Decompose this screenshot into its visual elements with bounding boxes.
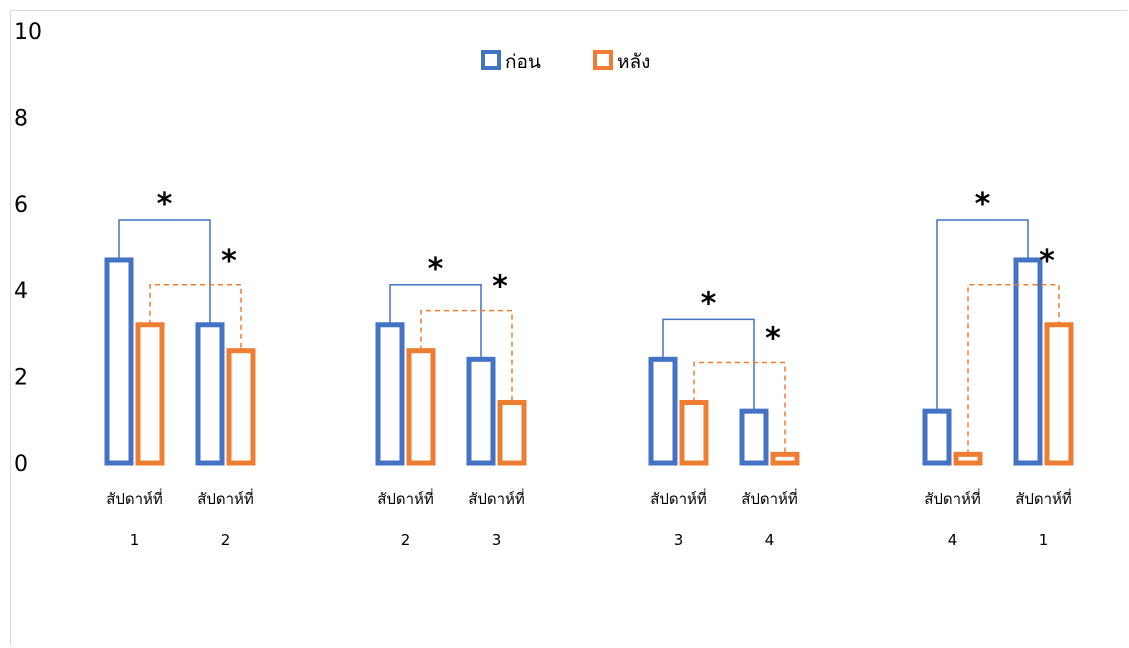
bar-after [679,400,709,466]
significance-star-before: * [975,187,991,222]
bar-before [1013,257,1043,466]
bar-after [1044,322,1074,466]
category-number: 1 [1039,531,1049,549]
bracket-after [420,309,513,403]
category-label: สัปดาห์ที่ [197,488,254,508]
y-tick-label: 4 [14,279,28,304]
legend-label-after: หลัง [617,51,650,73]
bracket-after [693,361,786,455]
bar-after [497,400,527,466]
significance-star-before: * [428,252,444,287]
bar-before [739,408,769,466]
legend-swatch-before [481,50,501,70]
bar-after [953,451,983,466]
bar-after [770,451,800,466]
bracket-before [662,318,755,412]
bar-before [922,408,952,466]
bracket-after [149,284,242,351]
category-number: 4 [948,531,958,549]
y-tick-label: 2 [14,366,28,391]
bar-before [375,322,405,466]
category-number: 3 [492,531,502,549]
bar-before [195,322,225,466]
category-label: สัปดาห์ที่ [741,488,798,508]
bar-before [104,257,134,466]
y-tick-label: 8 [14,106,28,131]
significance-star-after: * [1039,244,1055,279]
y-tick-label: 10 [14,20,42,45]
category-label: สัปดาห์ที่ [650,488,707,508]
bracket-before [118,219,211,325]
category-number: 1 [130,531,140,549]
category-number: 4 [765,531,775,549]
category-label: สัปดาห์ที่ [1015,488,1072,508]
category-number: 2 [221,531,231,549]
bracket-before [936,219,1029,412]
legend-swatch-after [593,50,613,70]
significance-star-before: * [157,187,173,222]
bar-before [466,356,496,466]
category-label: สัปดาห์ที่ [468,488,525,508]
bar-after [135,322,165,466]
bar-after [226,348,256,466]
bar-before [648,356,678,466]
bracket-before [389,284,482,360]
bar-after [406,348,436,466]
category-label: สัปดาห์ที่ [924,488,981,508]
category-label: สัปดาห์ที่ [106,488,163,508]
significance-star-after: * [492,270,508,305]
significance-star-before: * [701,286,717,321]
legend-label-before: ก่อน [505,51,541,73]
category-number: 2 [401,531,411,549]
significance-star-after: * [765,322,781,357]
bracket-after [967,284,1060,455]
significance-star-after: * [221,244,237,279]
category-label: สัปดาห์ที่ [377,488,434,508]
chart-frame [10,10,1127,646]
y-tick-label: 0 [14,452,28,477]
y-tick-label: 6 [14,193,28,218]
category-number: 3 [674,531,684,549]
